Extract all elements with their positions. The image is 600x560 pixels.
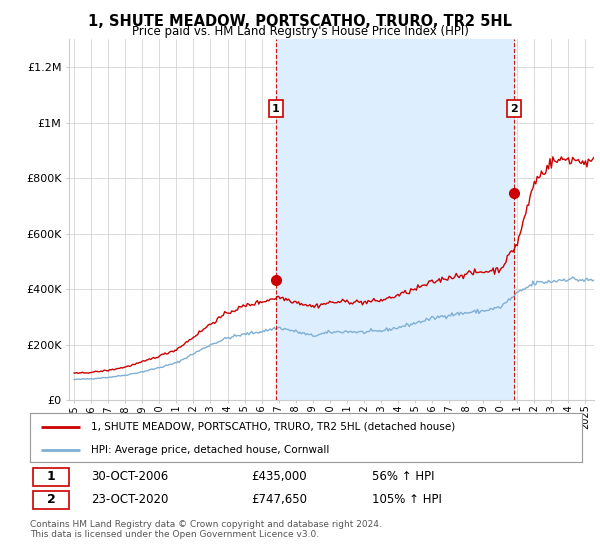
Text: £435,000: £435,000 [251,470,307,483]
Text: 56% ↑ HPI: 56% ↑ HPI [372,470,435,483]
Text: Price paid vs. HM Land Registry's House Price Index (HPI): Price paid vs. HM Land Registry's House … [131,25,469,38]
Text: HPI: Average price, detached house, Cornwall: HPI: Average price, detached house, Corn… [91,445,329,455]
Text: Contains HM Land Registry data © Crown copyright and database right 2024.
This d: Contains HM Land Registry data © Crown c… [30,520,382,539]
Text: 23-OCT-2020: 23-OCT-2020 [91,493,168,506]
Bar [276,39,514,400]
Text: 105% ↑ HPI: 105% ↑ HPI [372,493,442,506]
Text: 1: 1 [47,470,55,483]
Text: 1, SHUTE MEADOW, PORTSCATHO, TRURO, TR2 5HL (detached house): 1, SHUTE MEADOW, PORTSCATHO, TRURO, TR2 … [91,422,455,432]
Text: 1, SHUTE MEADOW, PORTSCATHO, TRURO, TR2 5HL: 1, SHUTE MEADOW, PORTSCATHO, TRURO, TR2 … [88,14,512,29]
Text: 2: 2 [510,104,518,114]
Text: £747,650: £747,650 [251,493,307,506]
Text: 30-OCT-2006: 30-OCT-2006 [91,470,168,483]
Text: 2: 2 [47,493,55,506]
Text: 1: 1 [272,104,280,114]
FancyBboxPatch shape [33,468,68,486]
FancyBboxPatch shape [33,491,68,508]
